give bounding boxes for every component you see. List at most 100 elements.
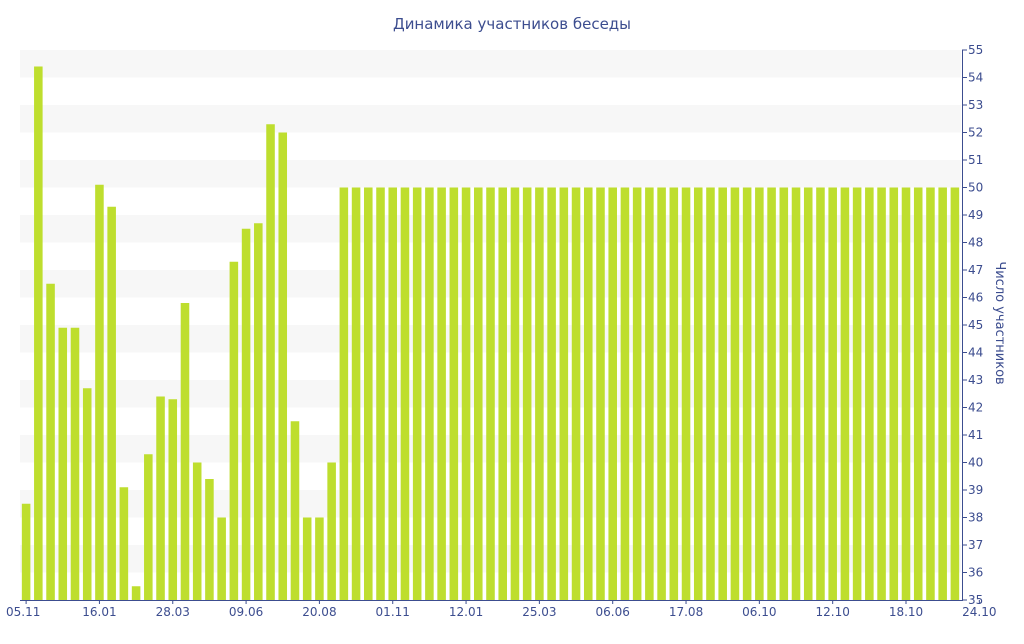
bar [571,187,581,600]
grid-band [20,160,961,188]
y-ticks: 3536373839404142434445464748495051525354… [962,43,983,607]
bar [474,187,483,600]
bar [913,187,923,600]
x-tick-label: 12.01 [449,605,483,619]
x-tick-label: 24.10 [962,605,996,619]
y-tick-label: 38 [968,511,983,525]
bar [950,187,960,600]
bar [461,187,471,600]
bar [70,327,80,600]
bar [229,261,239,600]
bar [21,503,31,600]
bar [583,187,593,600]
y-tick-label: 48 [968,236,983,250]
bar [192,462,202,600]
bar [82,388,92,600]
y-tick-label: 42 [968,401,983,415]
bar [180,303,190,600]
y-tick-label: 51 [968,153,983,167]
bar [596,187,605,600]
bar [938,187,947,600]
bar [620,187,630,600]
x-tick-label: 05.11 [6,605,40,619]
bar [290,421,300,600]
bar [755,187,764,600]
bar [718,187,727,600]
bar [632,187,642,600]
bar [889,187,899,600]
bar [339,187,349,600]
bars [21,66,960,600]
bar [364,187,373,600]
y-tick-label: 50 [968,181,983,195]
bar [449,187,459,600]
bar [144,454,153,600]
bar [535,187,544,600]
bar [388,187,398,600]
bar [608,187,617,600]
bar [46,283,55,600]
x-tick-label: 16.01 [82,605,116,619]
y-tick-label: 52 [968,126,983,140]
chart-title: Динамика участников беседы [393,15,631,33]
bar [742,187,752,600]
y-tick-label: 54 [968,71,983,85]
bar [437,187,446,600]
bar [816,187,825,600]
y-tick-label: 44 [968,346,983,360]
bar [34,66,43,600]
bar [510,187,520,600]
bar [400,187,410,600]
bar [327,462,336,600]
bar [351,187,361,600]
bar [315,517,324,600]
y-tick-label: 40 [968,456,983,470]
x-tick-label: 20.08 [302,605,336,619]
y-tick-label: 45 [968,318,983,332]
bar [828,187,837,600]
bar [131,586,141,600]
y-tick-label: 36 [968,566,983,580]
bar [119,487,129,600]
bar [926,187,935,600]
x-tick-label: 25.03 [522,605,556,619]
x-tick-label: 06.10 [742,605,776,619]
bar [425,187,434,600]
bar [302,517,312,600]
y-tick-label: 47 [968,263,983,277]
bar [865,187,874,600]
bar [669,187,679,600]
bar [877,187,886,600]
bar [498,187,507,600]
bar [254,223,263,600]
bar [706,187,715,600]
bar [730,187,740,600]
bar [522,187,532,600]
bar [693,187,703,600]
bar [205,479,214,600]
bar [156,396,165,600]
x-tick-label: 28.03 [156,605,190,619]
bar [840,187,850,600]
x-tick-label: 17.08 [669,605,703,619]
bar [107,206,116,600]
y-tick-label: 43 [968,373,983,387]
x-tick-label: 12.10 [816,605,850,619]
y-tick-label: 39 [968,483,983,497]
x-tick-label: 18.10 [889,605,923,619]
bar [217,517,226,600]
bar [901,187,911,600]
bar [547,187,556,600]
y-tick-label: 53 [968,98,983,112]
y-axis-label: Число участников [992,261,1007,384]
x-tick-label: 01.11 [376,605,410,619]
bar [278,132,288,600]
x-tick-label: 09.06 [229,605,263,619]
bar [486,187,495,600]
bar [852,187,862,600]
bar [58,327,68,600]
grid-band [20,50,961,78]
bar [412,187,422,600]
